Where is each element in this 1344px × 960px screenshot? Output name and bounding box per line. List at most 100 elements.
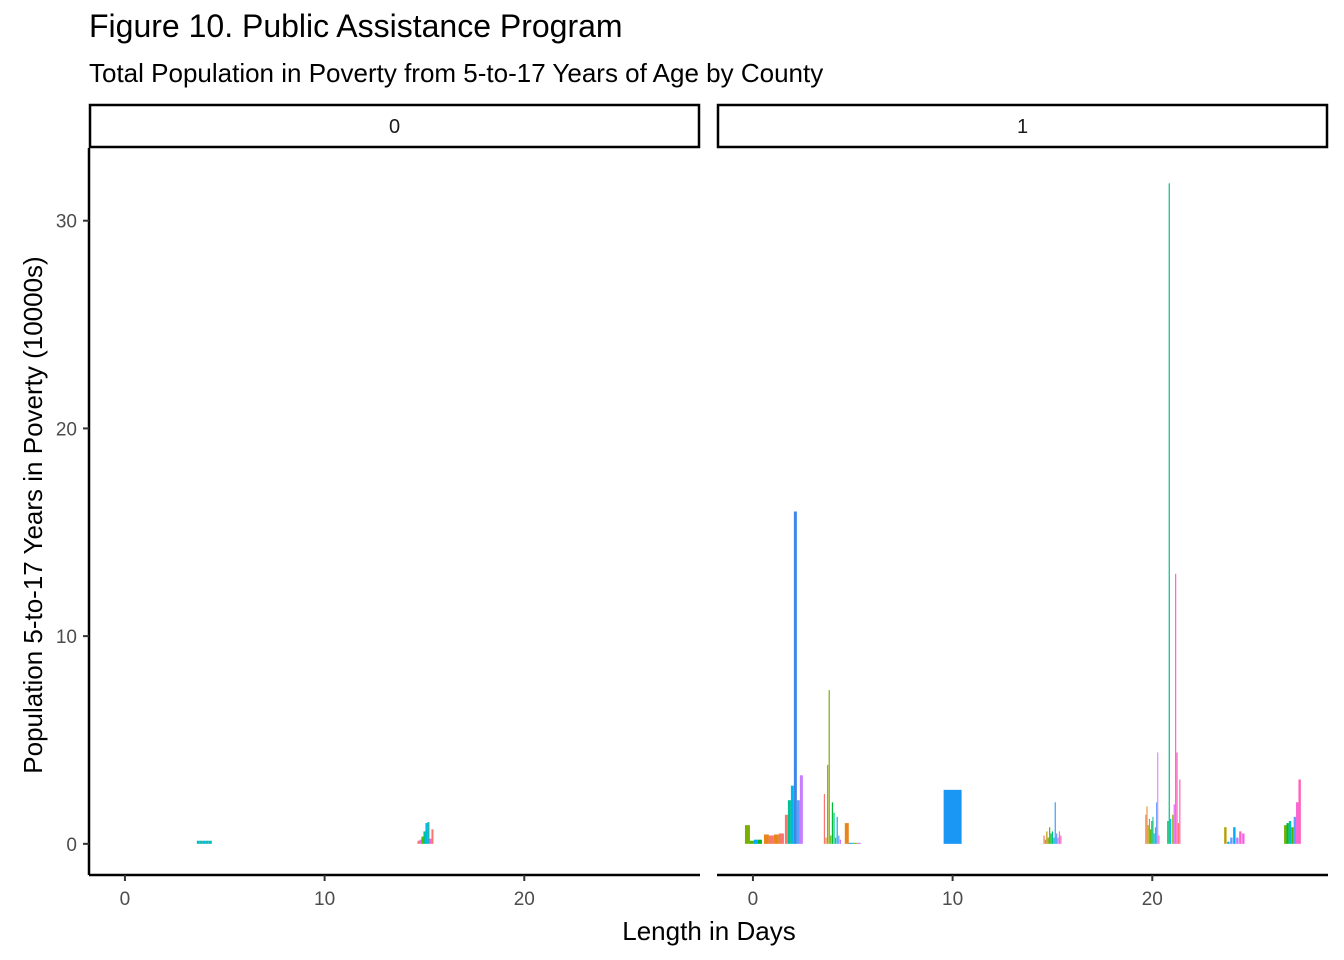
bar — [1173, 804, 1175, 844]
bar — [1043, 835, 1045, 844]
bar — [427, 822, 430, 844]
bar — [208, 840, 212, 844]
bar — [1051, 831, 1054, 844]
bar — [417, 840, 420, 844]
facet-panel-1: 10 10 20 — [716, 103, 1329, 910]
y-tick-label: 10 — [56, 627, 77, 648]
bar — [838, 835, 840, 844]
bar — [1156, 802, 1158, 844]
bar — [768, 835, 774, 844]
chart-title: Figure 10. Public Assistance Program — [89, 8, 623, 44]
bar — [796, 800, 800, 844]
x-tick-label: 0 — [120, 889, 131, 910]
bar — [1053, 837, 1055, 844]
bar — [778, 833, 784, 844]
bar — [202, 840, 206, 844]
bar — [1167, 820, 1169, 844]
bar — [1044, 839, 1047, 844]
bar — [1058, 831, 1061, 844]
bar — [1175, 573, 1177, 844]
bar — [784, 814, 788, 844]
bar — [1176, 752, 1178, 844]
bar — [431, 829, 434, 844]
bar — [1049, 827, 1051, 844]
y-tick-label: 0 — [66, 835, 77, 856]
bar — [1293, 816, 1297, 844]
bar — [753, 839, 758, 844]
bar — [1170, 818, 1172, 844]
bar — [830, 835, 832, 844]
chart-subtitle: Total Population in Poverty from 5-to-17… — [89, 58, 824, 88]
bar — [1157, 752, 1159, 844]
bar — [787, 800, 791, 844]
bar — [943, 789, 962, 844]
bar — [1236, 837, 1239, 844]
bar — [1158, 835, 1160, 844]
bar — [825, 837, 827, 844]
bar — [425, 823, 428, 844]
bar — [833, 812, 835, 844]
bar — [1296, 802, 1299, 844]
bar — [1057, 837, 1059, 844]
bar — [1151, 820, 1153, 844]
y-axis-label: Population 5-to-17 Years in Poverty (100… — [18, 256, 48, 773]
bar — [1224, 827, 1227, 844]
y-tick-label: 30 — [56, 212, 77, 233]
bar — [1177, 823, 1180, 844]
x-tick-label: 10 — [314, 889, 335, 910]
bar — [1153, 833, 1155, 844]
bar — [1179, 779, 1181, 844]
bar — [839, 839, 841, 844]
bar — [844, 823, 849, 844]
bar — [1050, 833, 1052, 844]
facet-strip-label: 0 — [389, 116, 400, 138]
bar — [1242, 833, 1245, 844]
bar — [1046, 831, 1048, 844]
bar — [856, 842, 861, 844]
y-tick-label: 20 — [56, 419, 77, 440]
bar — [1288, 820, 1292, 844]
x-axis-label: Length in Days — [622, 916, 795, 946]
bar — [744, 825, 750, 844]
bar — [749, 840, 754, 844]
bar — [1054, 802, 1056, 844]
x-tick-label: 10 — [942, 889, 963, 910]
bar — [799, 775, 803, 844]
bar — [852, 842, 857, 844]
bar — [831, 802, 834, 844]
bar — [1150, 829, 1152, 844]
bar — [429, 838, 432, 844]
bar — [1172, 814, 1174, 844]
bar — [1148, 818, 1150, 844]
bar — [773, 834, 779, 844]
bar — [848, 842, 853, 844]
x-tick-label: 20 — [514, 889, 535, 910]
bar — [793, 511, 797, 844]
x-tick-label: 0 — [748, 889, 759, 910]
bar — [1239, 831, 1242, 844]
bar — [205, 840, 209, 844]
bar — [790, 785, 794, 844]
bar — [835, 837, 837, 844]
bar — [1154, 827, 1156, 844]
facet-strip-1 — [716, 103, 1329, 149]
bar — [1060, 835, 1062, 844]
bar — [1145, 814, 1147, 844]
bar — [836, 816, 838, 844]
bar — [419, 839, 422, 844]
bar — [1152, 816, 1154, 844]
bar — [421, 836, 424, 844]
bar — [1227, 841, 1230, 844]
bar — [763, 834, 769, 844]
facet-strip-0 — [88, 103, 701, 149]
bar — [1168, 183, 1170, 844]
bar — [1291, 827, 1294, 844]
bar — [1047, 837, 1049, 844]
bar — [1233, 827, 1236, 844]
bar — [1286, 823, 1289, 844]
bar — [196, 840, 200, 844]
bar — [823, 793, 826, 844]
bar — [828, 690, 830, 844]
bar — [1284, 825, 1287, 844]
